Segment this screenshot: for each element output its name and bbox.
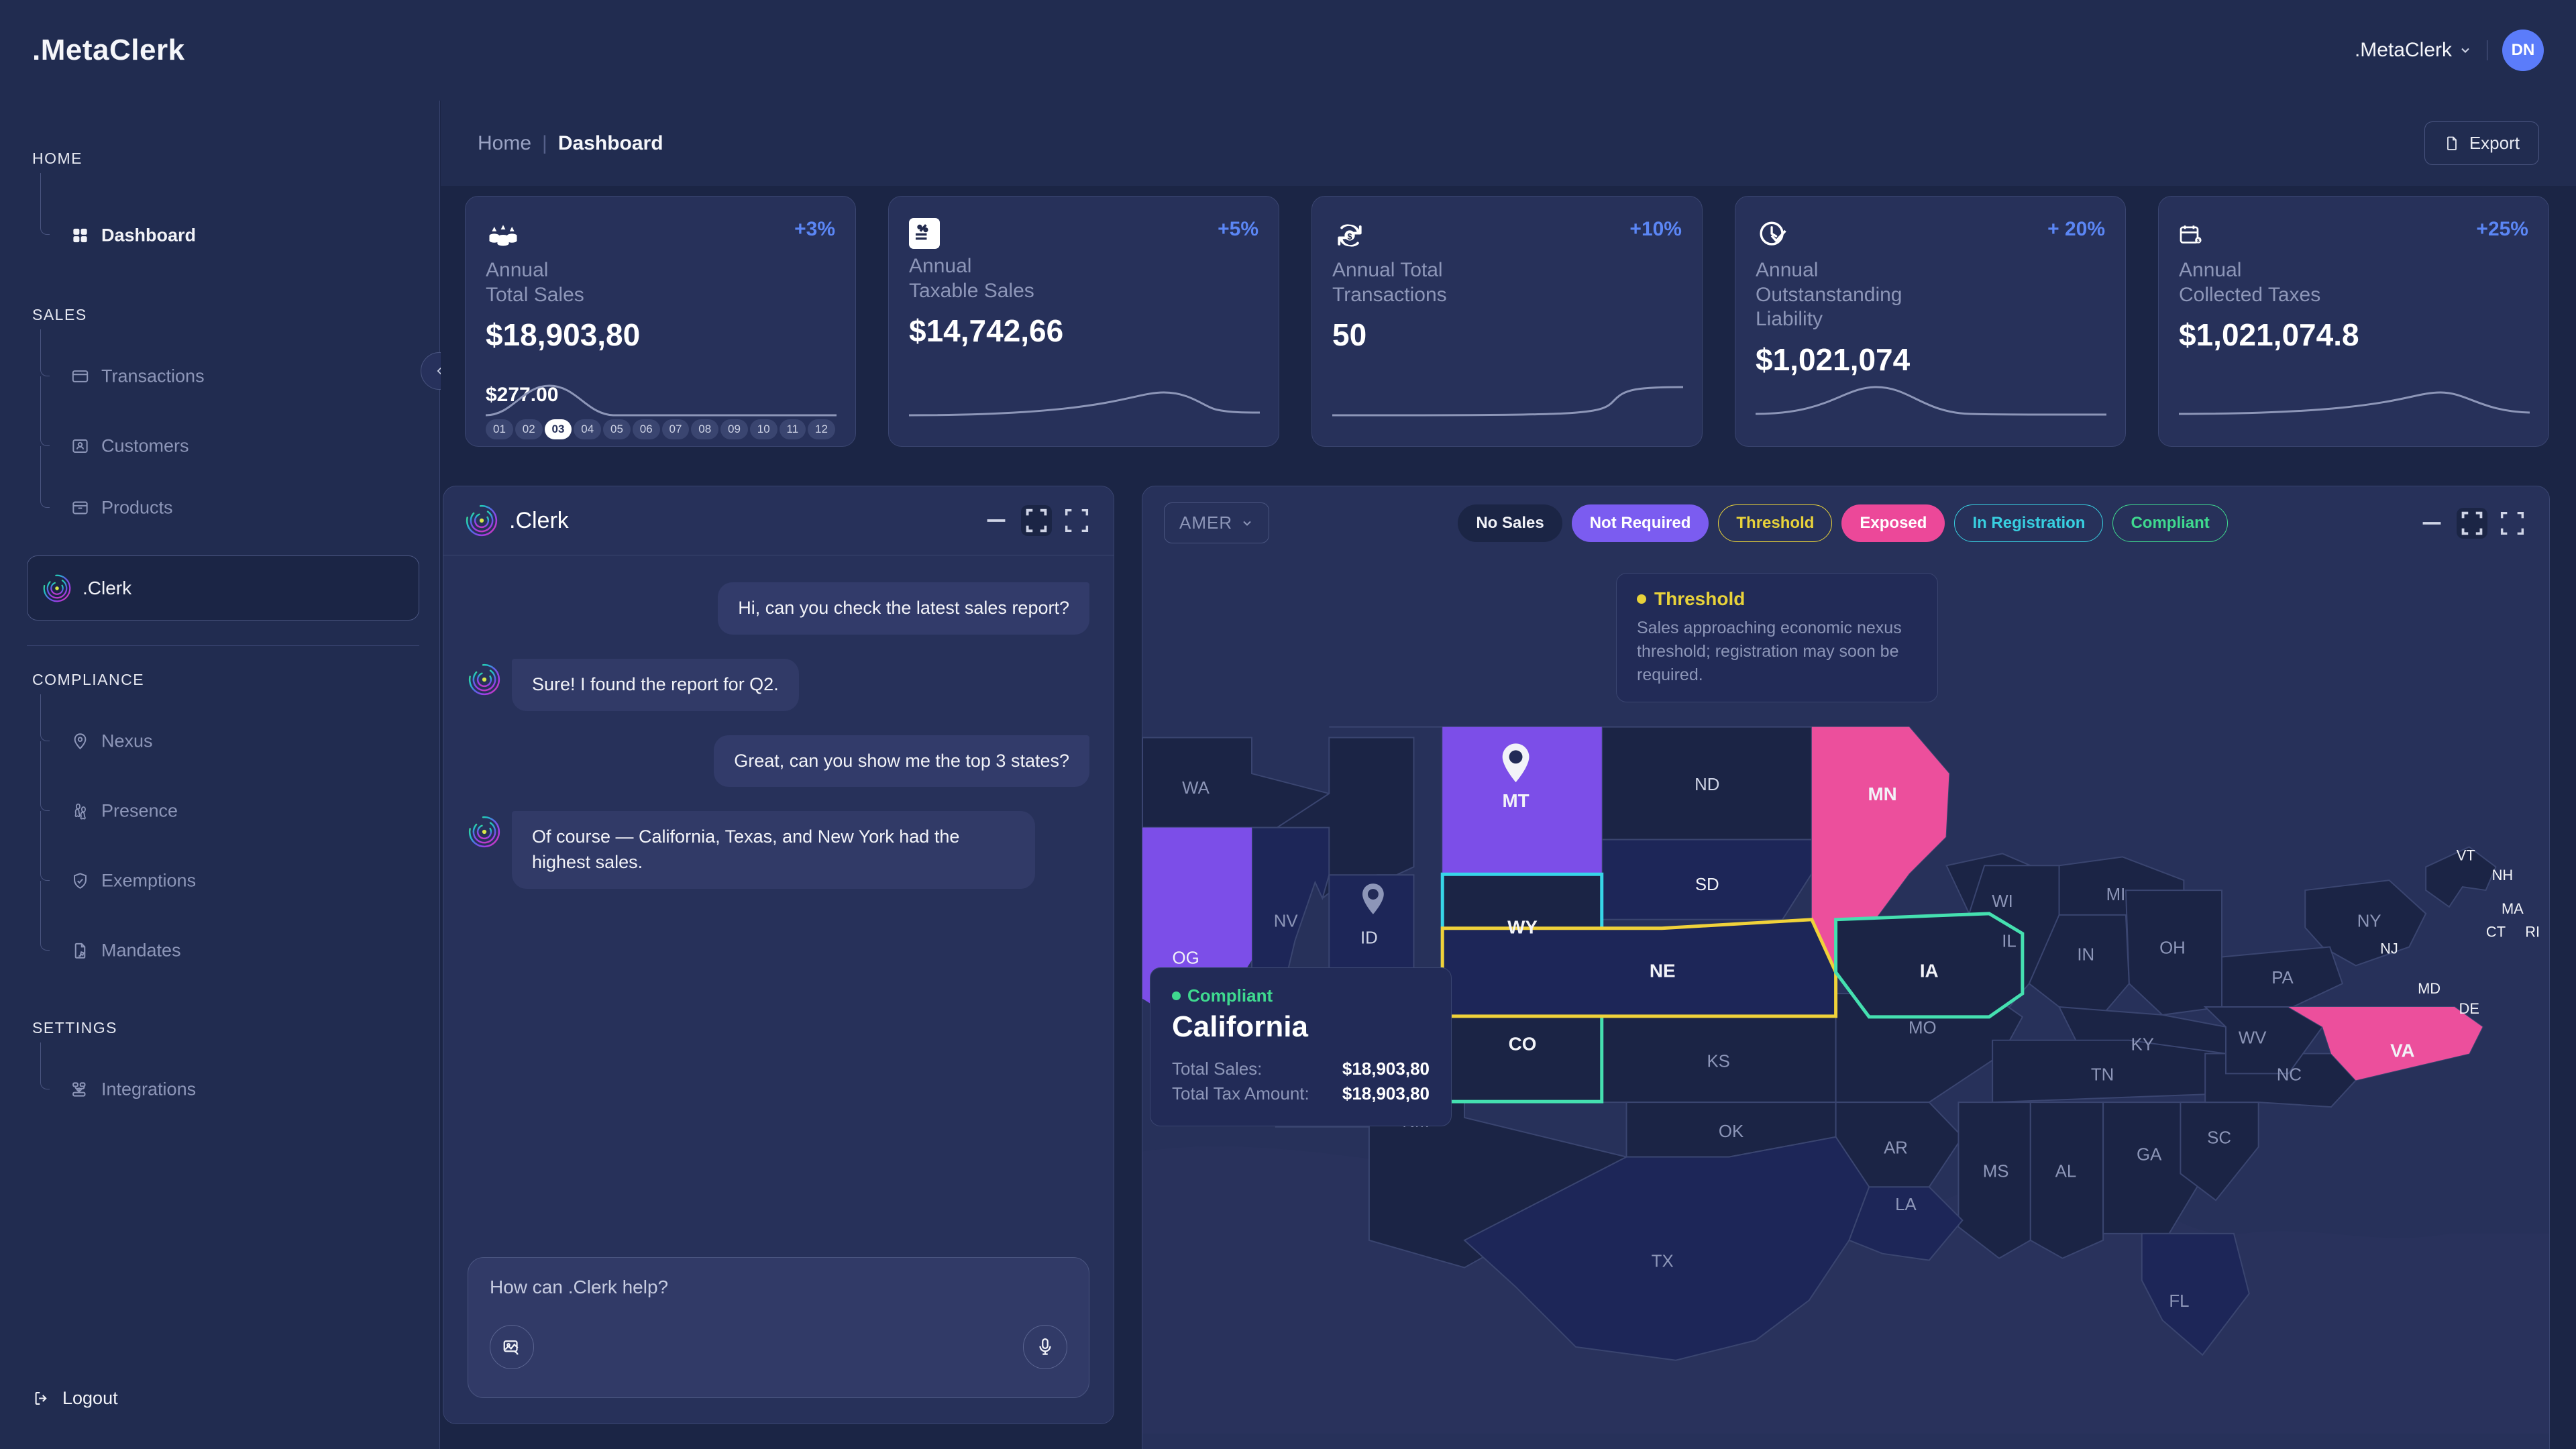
svg-text:KS: KS	[1707, 1052, 1729, 1071]
svg-text:WY: WY	[1507, 917, 1538, 938]
svg-text:CT: CT	[2486, 924, 2506, 941]
svg-text:LA: LA	[1895, 1195, 1917, 1214]
svg-text:TN: TN	[2091, 1065, 2114, 1084]
svg-text:$: $	[2197, 239, 2200, 244]
svg-text:AR: AR	[1884, 1139, 1908, 1158]
svg-text:IN: IN	[2077, 945, 2094, 964]
svg-text:MA: MA	[2502, 900, 2524, 917]
svg-text:SC: SC	[2207, 1129, 2231, 1148]
svg-text:NJ: NJ	[2380, 940, 2398, 957]
svg-text:VT: VT	[2457, 847, 2475, 863]
svg-text:WI: WI	[1992, 892, 2013, 911]
svg-text:IA: IA	[1920, 960, 1939, 981]
svg-text:KY: KY	[2131, 1036, 2154, 1055]
svg-text:IL: IL	[2002, 932, 2017, 951]
svg-text:OH: OH	[2159, 938, 2186, 957]
svg-text:OG: OG	[1173, 949, 1199, 967]
svg-text:CO: CO	[1509, 1034, 1537, 1055]
svg-text:$: $	[1348, 232, 1352, 241]
svg-text:NY: NY	[2357, 912, 2381, 931]
svg-text:MO: MO	[1909, 1019, 1937, 1038]
svg-text:TX: TX	[1652, 1252, 1674, 1271]
svg-text:NC: NC	[2277, 1065, 2302, 1084]
svg-text:OK: OK	[1719, 1122, 1743, 1141]
svg-text:NV: NV	[1274, 912, 1299, 931]
svg-text:MN: MN	[1868, 784, 1897, 804]
svg-text:NE: NE	[1650, 960, 1676, 981]
svg-text:MS: MS	[1983, 1162, 2009, 1181]
svg-text:WV: WV	[2239, 1029, 2267, 1048]
svg-text:WA: WA	[1182, 779, 1210, 798]
svg-text:MD: MD	[2418, 980, 2440, 997]
svg-text:ND: ND	[1695, 775, 1719, 794]
svg-text:FL: FL	[2169, 1292, 2189, 1311]
svg-text:NH: NH	[2492, 867, 2514, 883]
svg-text:SD: SD	[1695, 875, 1719, 894]
svg-text:AL: AL	[2055, 1162, 2077, 1181]
svg-text:MT: MT	[1502, 790, 1529, 811]
svg-text:MI: MI	[2106, 885, 2126, 904]
svg-text:RI: RI	[2525, 924, 2540, 941]
svg-text:GA: GA	[2137, 1146, 2162, 1165]
svg-text:DE: DE	[2459, 1000, 2479, 1017]
svg-text:VA: VA	[2390, 1040, 2415, 1061]
svg-text:PA: PA	[2271, 969, 2294, 987]
